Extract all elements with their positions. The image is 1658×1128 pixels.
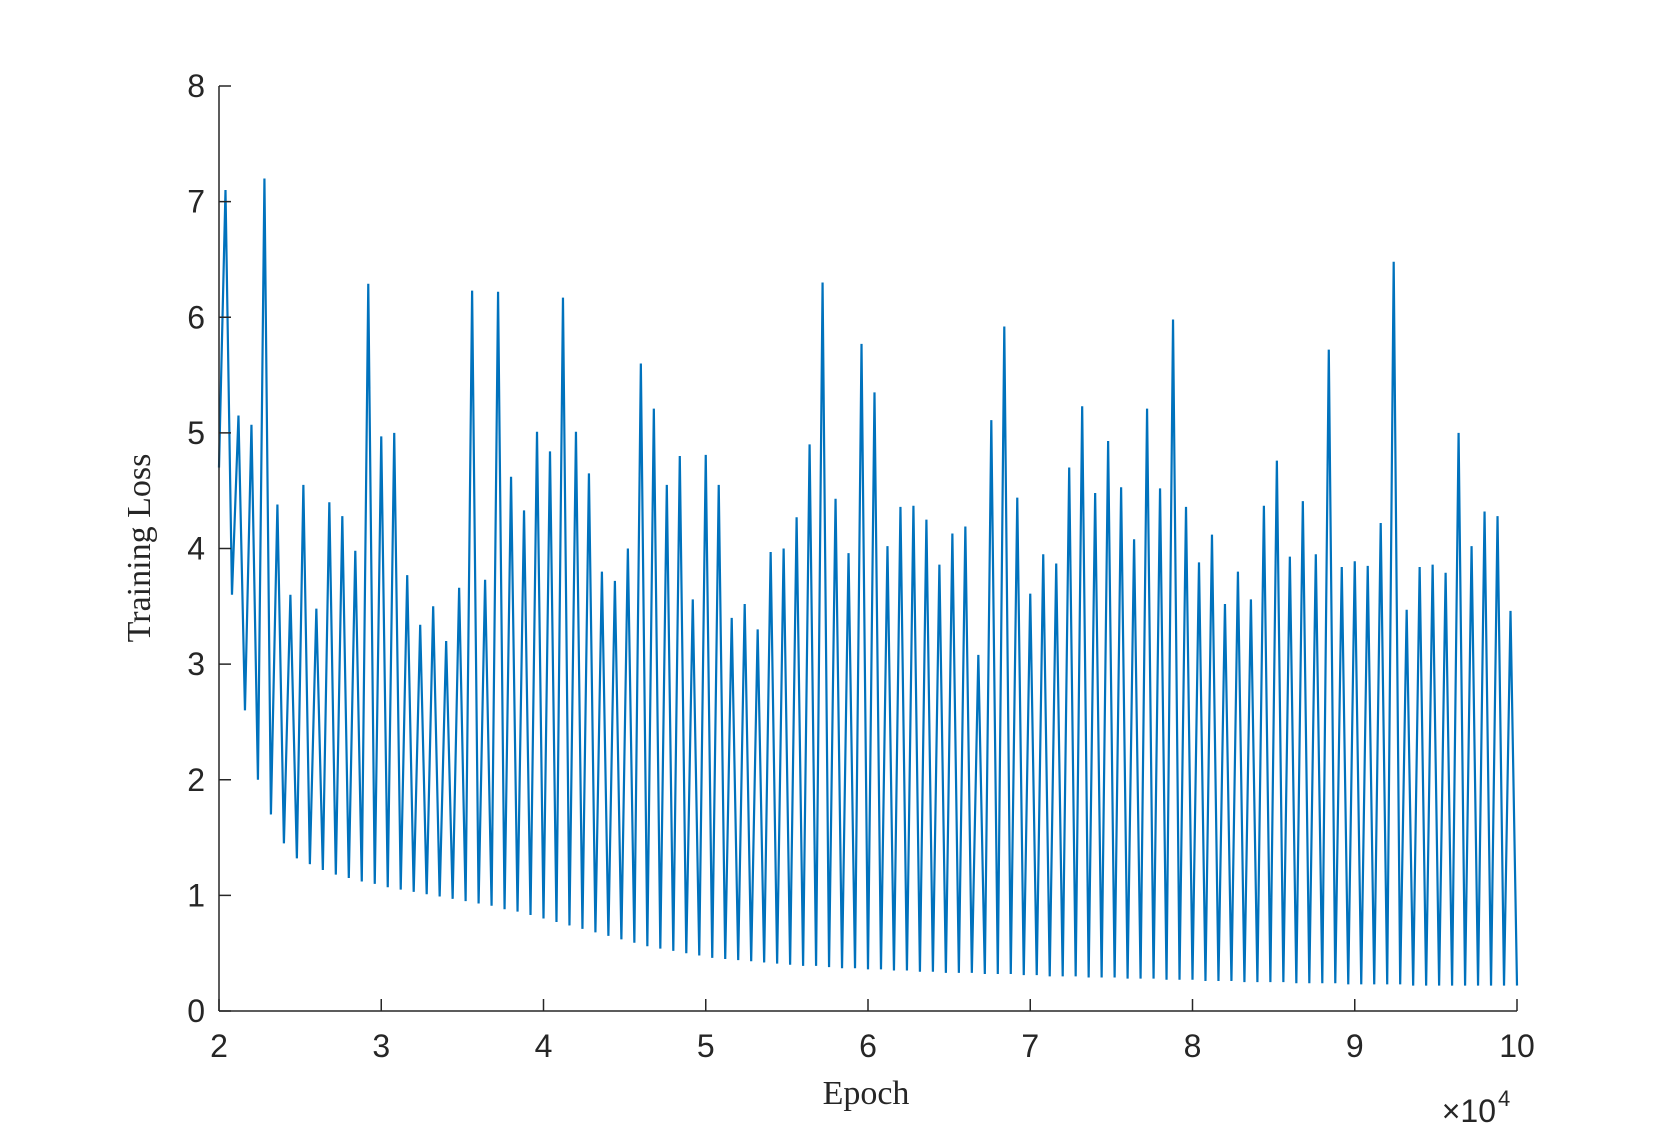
y-tick-label: 5 — [187, 415, 205, 451]
y-tick-label: 0 — [187, 993, 205, 1029]
y-tick-label: 1 — [187, 877, 205, 913]
x-tick-label: 8 — [1184, 1028, 1202, 1064]
x-tick-label: 10 — [1499, 1028, 1535, 1064]
x-tick-label: 9 — [1346, 1028, 1364, 1064]
x-tick-label: 5 — [697, 1028, 715, 1064]
x-axis-label: Epoch — [823, 1075, 910, 1112]
x-exponent-power: 4 — [1498, 1086, 1510, 1111]
y-tick-label: 8 — [187, 68, 205, 104]
x-tick-label: 7 — [1021, 1028, 1039, 1064]
y-tick-label: 3 — [187, 646, 205, 682]
x-exponent-base: ×10 — [1442, 1093, 1496, 1128]
x-tick-label: 4 — [535, 1028, 553, 1064]
y-axis-label: Training Loss — [121, 454, 158, 643]
y-tick-label: 2 — [187, 762, 205, 798]
line — [217, 178, 1519, 986]
y-tick-label: 4 — [187, 531, 205, 567]
y-tick-label: 7 — [187, 184, 205, 220]
x-tick-label: 2 — [210, 1028, 228, 1064]
x-tick-label: 6 — [859, 1028, 877, 1064]
x-tick-label: 3 — [372, 1028, 390, 1064]
y-tick-label: 6 — [187, 299, 205, 335]
